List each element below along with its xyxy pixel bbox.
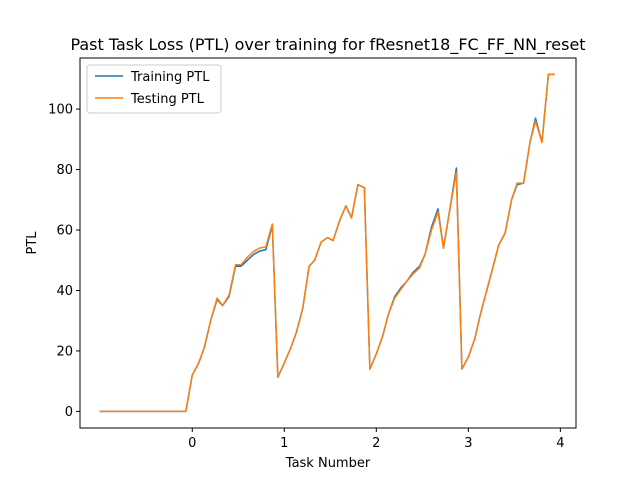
y-tick-label: 100: [48, 103, 73, 118]
legend: Training PTL Testing PTL: [86, 64, 222, 114]
y-tick-label: 80: [56, 163, 73, 178]
x-axis-ticks: 0 1 2 3 4: [188, 428, 564, 451]
y-tick-label: 60: [56, 224, 73, 239]
x-axis-label: Task Number: [285, 456, 371, 471]
legend-label-training: Training PTL: [130, 70, 210, 85]
y-axis-label: PTL: [25, 231, 40, 255]
legend-label-testing: Testing PTL: [130, 92, 205, 107]
x-tick-label: 1: [280, 436, 288, 451]
y-tick-label: 40: [56, 284, 73, 299]
y-axis-ticks: 0 20 40 60 80 100: [48, 103, 80, 420]
series-line-testing: [99, 73, 555, 413]
plot-frame: [79, 57, 577, 429]
x-tick-label: 3: [464, 436, 472, 451]
x-tick-label: 0: [188, 436, 196, 451]
y-tick-label: 20: [56, 344, 73, 359]
x-tick-label: 4: [556, 436, 564, 451]
series-lines: [99, 73, 555, 413]
y-tick-label: 0: [65, 405, 73, 420]
legend-box: [86, 64, 222, 114]
x-tick-label: 2: [372, 436, 380, 451]
chart-title: Past Task Loss (PTL) over training for f…: [70, 35, 585, 55]
